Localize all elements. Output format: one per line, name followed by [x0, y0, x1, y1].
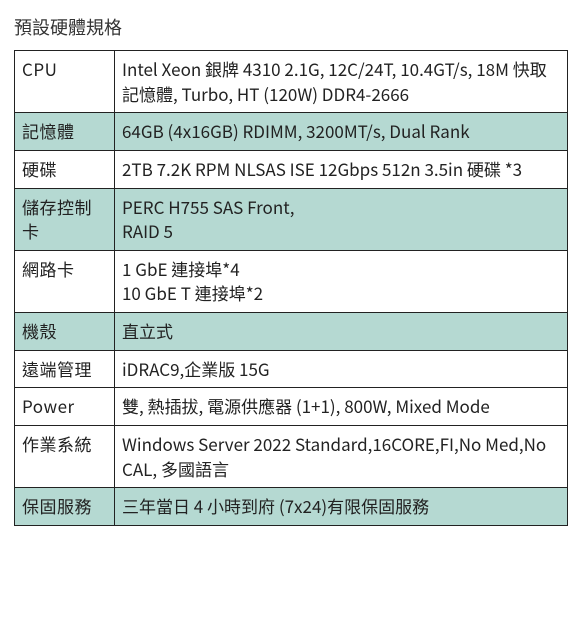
table-row: 記憶體64GB (4x16GB) RDIMM, 3200MT/s, Dual R…: [15, 113, 568, 151]
spec-label: 儲存控制卡: [15, 188, 115, 250]
spec-value: 2TB 7.2K RPM NLSAS ISE 12Gbps 512n 3.5in…: [115, 150, 568, 188]
table-row: 儲存控制卡PERC H755 SAS Front, RAID 5: [15, 188, 568, 250]
spec-value: PERC H755 SAS Front, RAID 5: [115, 188, 568, 250]
table-row: 硬碟2TB 7.2K RPM NLSAS ISE 12Gbps 512n 3.5…: [15, 150, 568, 188]
spec-value: 1 GbE 連接埠*4 10 GbE T 連接埠*2: [115, 250, 568, 312]
spec-label: 保固服務: [15, 488, 115, 526]
spec-value: Intel Xeon 銀牌 4310 2.1G, 12C/24T, 10.4GT…: [115, 51, 568, 113]
spec-label: 機殼: [15, 313, 115, 351]
spec-value: 三年當日 4 小時到府 (7x24)有限保固服務: [115, 488, 568, 526]
table-row: 保固服務三年當日 4 小時到府 (7x24)有限保固服務: [15, 488, 568, 526]
spec-label: 作業系統: [15, 426, 115, 488]
table-row: Power雙, 熱插拔, 電源供應器 (1+1), 800W, Mixed Mo…: [15, 388, 568, 426]
spec-label: CPU: [15, 51, 115, 113]
table-row: 網路卡1 GbE 連接埠*4 10 GbE T 連接埠*2: [15, 250, 568, 312]
spec-value: Windows Server 2022 Standard,16CORE,FI,N…: [115, 426, 568, 488]
spec-label: 遠端管理: [15, 350, 115, 388]
spec-label: 硬碟: [15, 150, 115, 188]
spec-value: 雙, 熱插拔, 電源供應器 (1+1), 800W, Mixed Mode: [115, 388, 568, 426]
spec-value: 直立式: [115, 313, 568, 351]
spec-label: 記憶體: [15, 113, 115, 151]
spec-title: 預設硬體規格: [14, 14, 568, 40]
table-row: CPUIntel Xeon 銀牌 4310 2.1G, 12C/24T, 10.…: [15, 51, 568, 113]
spec-table: CPUIntel Xeon 銀牌 4310 2.1G, 12C/24T, 10.…: [14, 50, 568, 526]
table-row: 機殼直立式: [15, 313, 568, 351]
table-row: 作業系統Windows Server 2022 Standard,16CORE,…: [15, 426, 568, 488]
spec-label: Power: [15, 388, 115, 426]
spec-label: 網路卡: [15, 250, 115, 312]
spec-value: 64GB (4x16GB) RDIMM, 3200MT/s, Dual Rank: [115, 113, 568, 151]
spec-value: iDRAC9,企業版 15G: [115, 350, 568, 388]
table-row: 遠端管理iDRAC9,企業版 15G: [15, 350, 568, 388]
